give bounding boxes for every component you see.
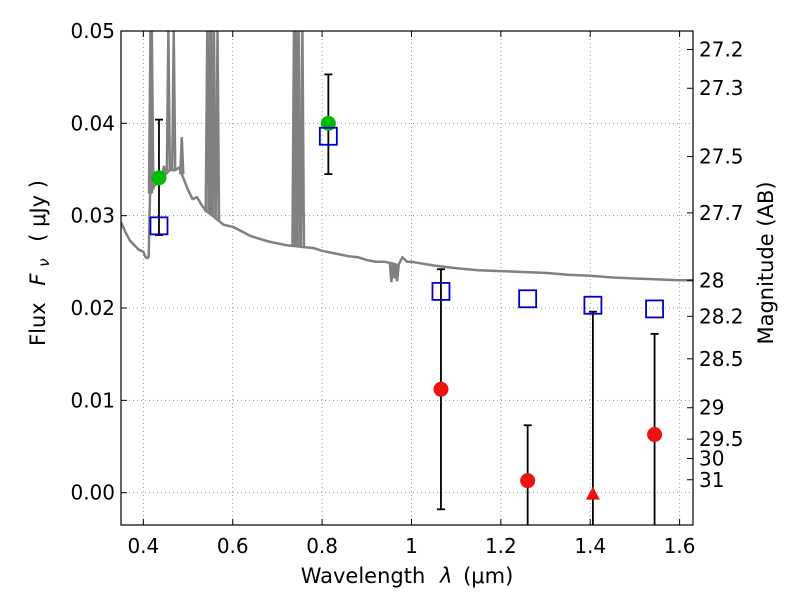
y2-tick-label: 29.5: [699, 427, 744, 451]
y-axis-label: Flux F ν ( μJy ): [26, 180, 54, 346]
y2-tick-label: 31: [699, 468, 724, 492]
y-axis-label-unit: ( μJy ): [26, 180, 50, 242]
x-tick-label: 1: [405, 534, 418, 558]
error-bars: [154, 73, 659, 525]
x-axis-label-unit: (μm): [463, 564, 513, 588]
model-point-square: [583, 295, 603, 315]
y-tick-label: 0.02: [70, 296, 115, 320]
x-tick-label: 0.6: [217, 534, 249, 558]
y2-tick-label: 29: [699, 396, 724, 420]
y-tick-label: 0.05: [70, 19, 115, 43]
spectrum-emission-line: [149, 31, 155, 190]
y2-tick-label: 27.3: [699, 76, 744, 100]
plot-frame: [120, 30, 694, 526]
y2-tick-label: 27.5: [699, 145, 744, 169]
x-axis-label: Wavelength λ (μm): [301, 564, 514, 588]
x-tick-label: 1.4: [574, 534, 606, 558]
y2-axis-label: Magnitude (AB): [754, 181, 778, 344]
plot-area: [121, 31, 693, 525]
data-point-circle: [151, 170, 167, 186]
spectrum-emission-line: [170, 31, 177, 171]
x-tick-label: 0.8: [306, 534, 338, 558]
data-point-circle: [647, 427, 663, 443]
x-axis-label-symbol: λ: [439, 564, 452, 588]
y2-tick-label: 27.7: [699, 201, 744, 225]
y2-tick-label: 28.5: [699, 347, 744, 371]
data-markers: [149, 115, 664, 500]
model-point-square: [518, 289, 538, 309]
model-point-square: [149, 216, 169, 236]
spectrum-absorption-line: [394, 265, 400, 282]
spectrum-emission-line: [296, 31, 302, 247]
model-point-square: [645, 299, 664, 319]
data-point-circle: [433, 381, 449, 397]
y-tick-label: 0.01: [70, 388, 115, 412]
y-tick-label: 0.04: [70, 111, 115, 135]
y2-tick-label: 27.2: [699, 37, 744, 61]
y2-tick-label: 28.2: [699, 304, 744, 328]
data-point-triangle: [585, 486, 600, 500]
model-point-square: [318, 126, 338, 146]
y-tick-label: 0.00: [70, 481, 115, 505]
y-axis-label-text: Flux: [26, 302, 50, 346]
spectrum-emission-line: [179, 137, 185, 175]
model-point-square: [431, 281, 451, 301]
spectrum-emission-line: [165, 31, 172, 172]
y-axis-label-subscript: ν: [35, 258, 53, 266]
model-spectrum: [121, 31, 693, 283]
y-axis-label-symbol: F: [26, 273, 50, 286]
y2-tick-label: 28: [699, 268, 724, 292]
spectrum-emission-line: [299, 31, 306, 247]
spectrum-emission-line: [214, 31, 221, 220]
x-tick-label: 1.2: [485, 534, 517, 558]
x-tick-label: 1.6: [664, 534, 696, 558]
x-axis-label-text: Wavelength: [301, 564, 426, 588]
spectrum-emission-line: [211, 31, 217, 217]
y-tick-label: 0.03: [70, 204, 115, 228]
axis-ticks: 0.4 0.6 0.8 1 1.2 1.4 1.6 0.00 0.01 0.02 0.03 0.04 0…: [70, 19, 743, 558]
x-tick-label: 0.4: [127, 534, 159, 558]
y2-tick-label: 30: [699, 447, 724, 471]
data-point-circle: [520, 473, 536, 489]
